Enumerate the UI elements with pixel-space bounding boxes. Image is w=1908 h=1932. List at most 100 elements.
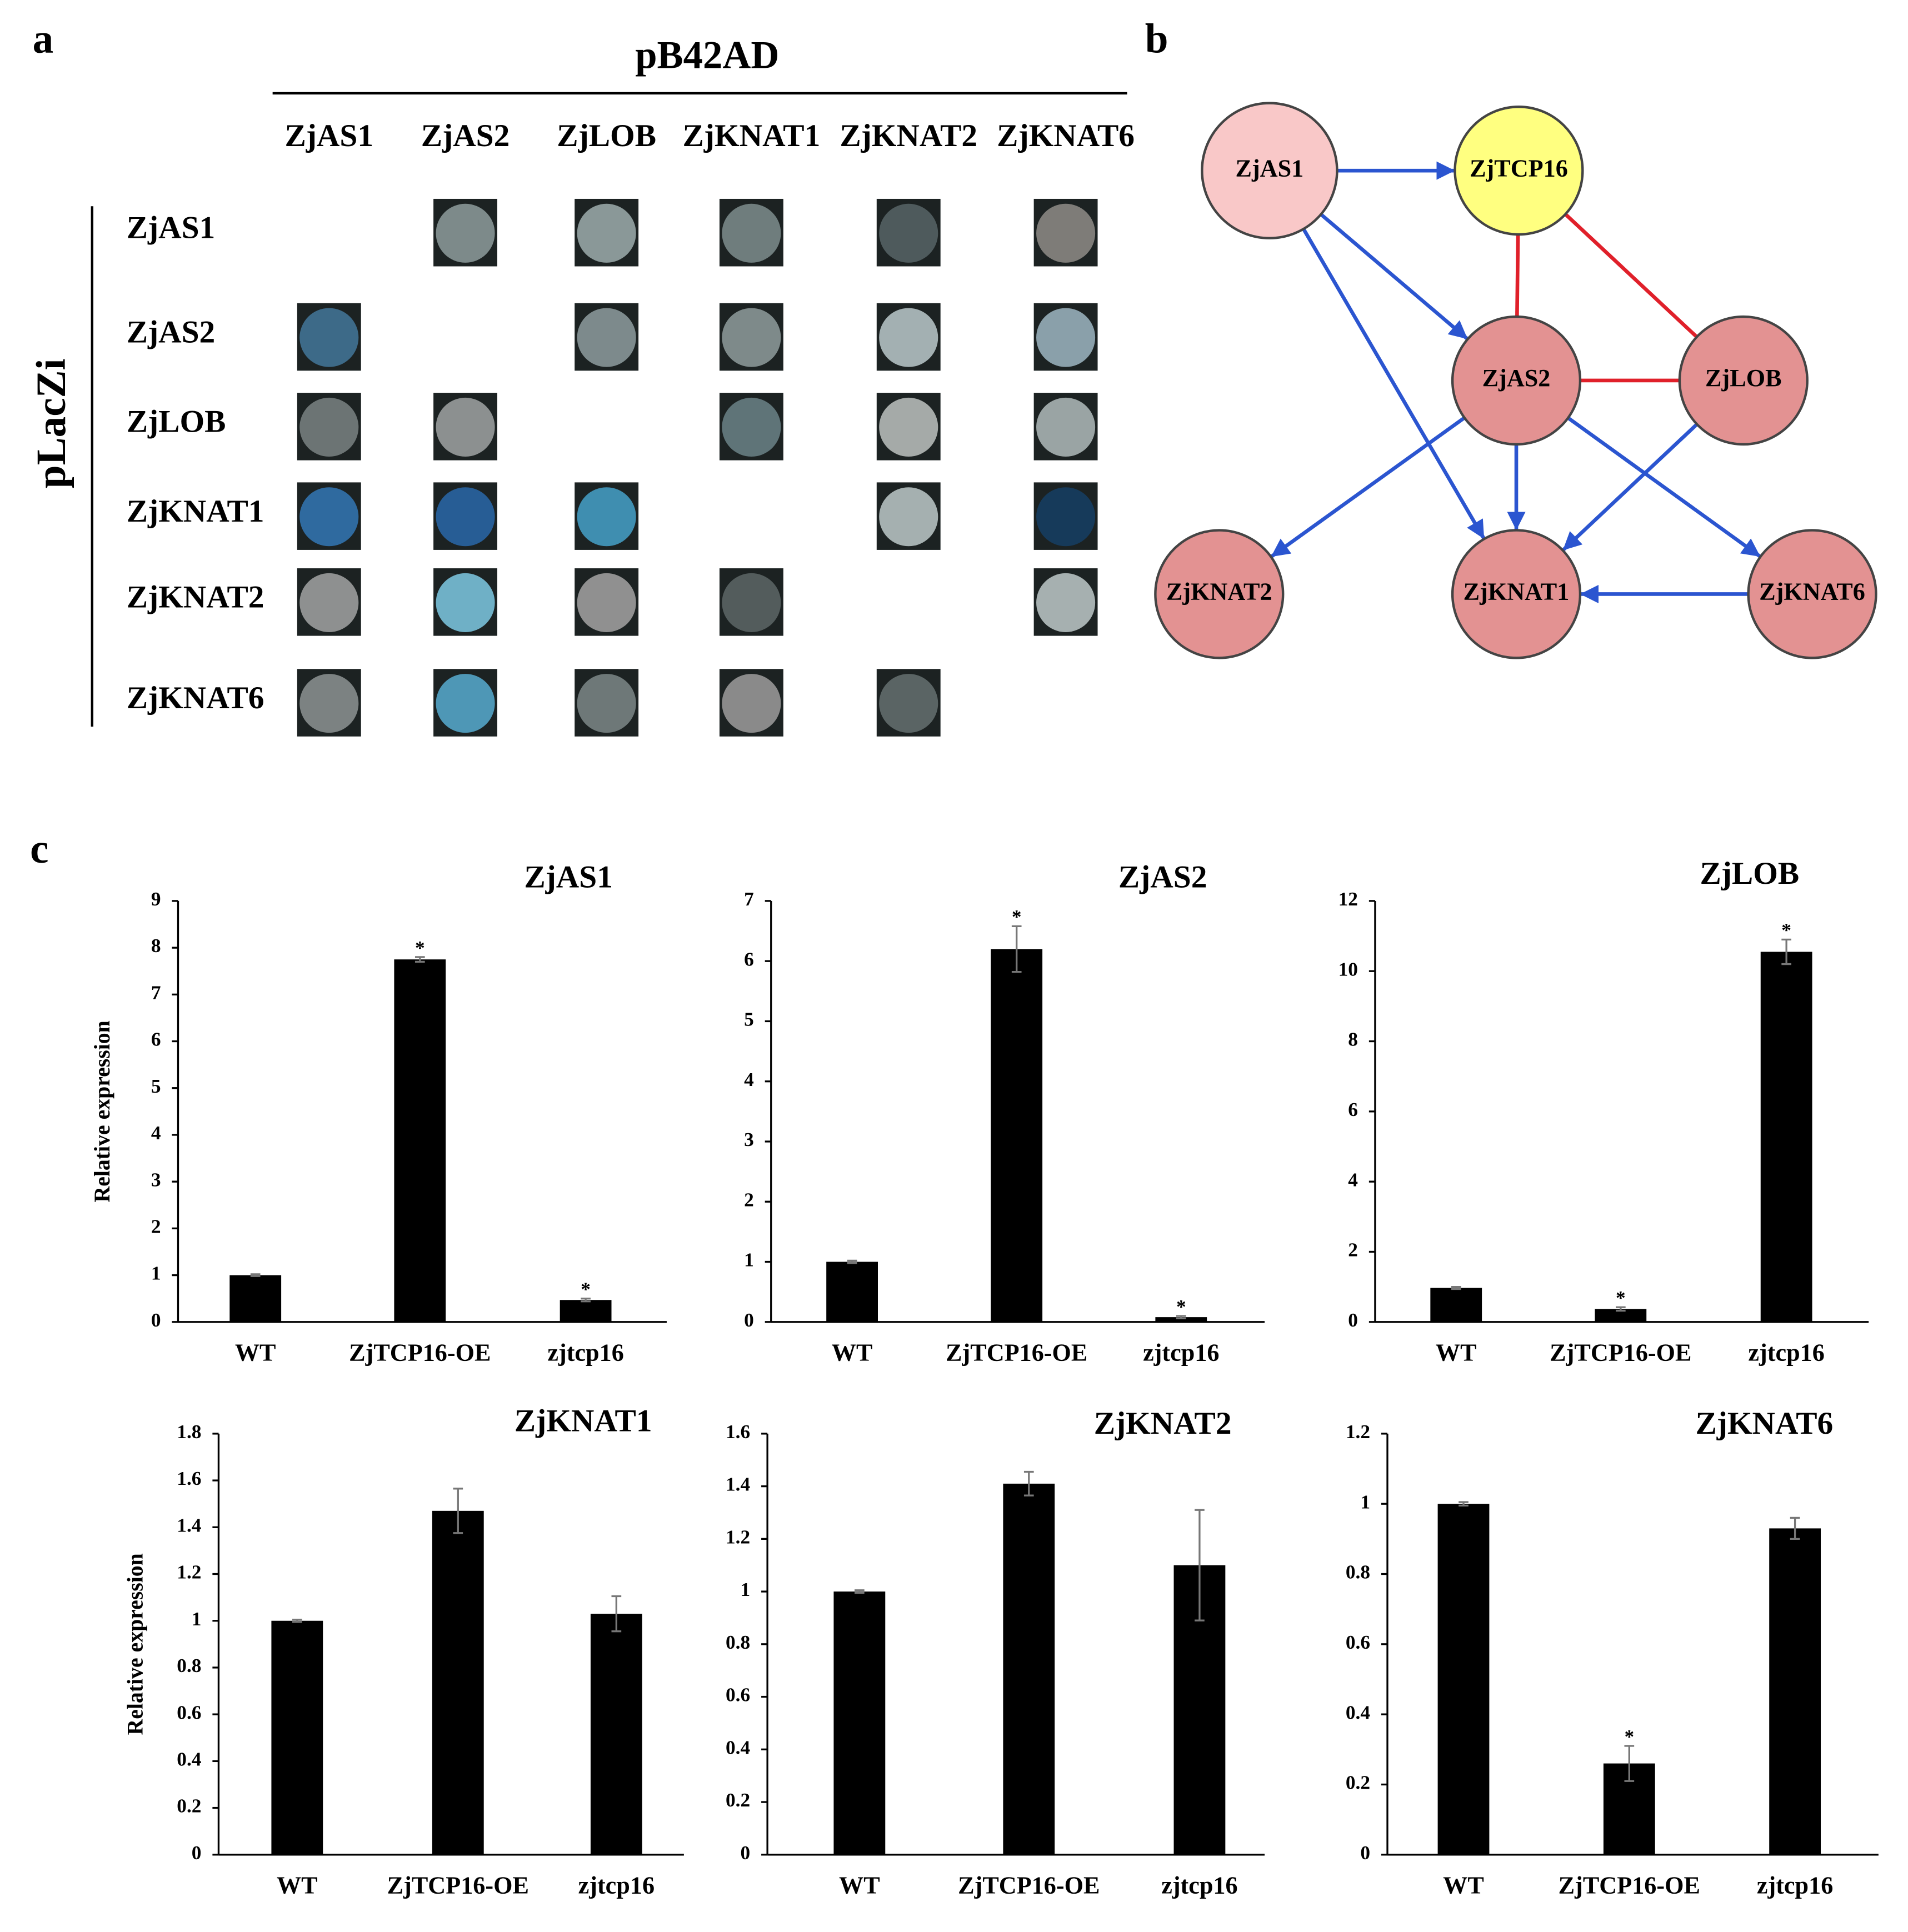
node-label: ZjKNAT6 (1759, 578, 1865, 605)
error-bar (1023, 1470, 1034, 1496)
x-tick-label: zjtcp16 (1143, 1339, 1219, 1367)
error-bar (1459, 1501, 1469, 1507)
y-tick-label: 6 (151, 1028, 161, 1050)
y-tick-label: 4 (744, 1068, 754, 1090)
bar (1760, 952, 1812, 1322)
x-tick-label: zjtcp16 (1161, 1872, 1237, 1899)
y-tick-label: 1 (192, 1608, 202, 1630)
y-tick-label: 12 (1338, 888, 1358, 910)
bar (1155, 1317, 1207, 1322)
y-tick-label: 0.8 (726, 1631, 750, 1653)
y-tick-label: 9 (151, 888, 161, 910)
node-label: ZjAS1 (1235, 154, 1303, 182)
bar (590, 1614, 642, 1855)
y-tick-label: 1.4 (726, 1473, 751, 1495)
y-tick-label: 10 (1338, 958, 1358, 980)
y-axis-label: Relative expression (90, 1020, 114, 1202)
node (1451, 529, 1582, 659)
spot (577, 487, 636, 547)
y-tick-label: 0.2 (1346, 1771, 1370, 1794)
node-label: ZjAS2 (1482, 364, 1551, 392)
spot (436, 573, 495, 632)
spot (1036, 487, 1096, 547)
y-tick-label: 5 (151, 1075, 161, 1097)
y-tick-label: 6 (744, 948, 754, 970)
node (1747, 529, 1877, 659)
node (1154, 529, 1285, 659)
y-tick-label: 0 (192, 1841, 202, 1864)
bar (991, 949, 1043, 1322)
spot (299, 487, 359, 547)
bar (1769, 1528, 1821, 1855)
spot (436, 487, 495, 547)
bar (1430, 1288, 1482, 1322)
chart-title: ZjAS1 (524, 860, 613, 895)
x-tick-label: WT (235, 1339, 276, 1367)
y-tick-label: 0.8 (177, 1654, 201, 1676)
significance-mark: * (415, 937, 425, 959)
y-tick-label: 0.2 (726, 1789, 750, 1811)
node (1454, 106, 1584, 236)
spot (722, 397, 781, 457)
y-tick-label: 0.6 (726, 1684, 750, 1706)
y-tick-label: 1 (741, 1578, 751, 1600)
spot (577, 203, 636, 263)
spot (879, 674, 938, 733)
y-tick-label: 8 (1348, 1028, 1358, 1050)
x-tick-label: WT (1436, 1339, 1477, 1367)
x-tick-label: WT (832, 1339, 873, 1367)
error-bar (611, 1595, 622, 1633)
row-label: ZjAS2 (127, 314, 216, 349)
x-tick-label: WT (1443, 1872, 1484, 1899)
y-tick-label: 2 (744, 1188, 754, 1210)
error-bar (414, 956, 425, 963)
spot (436, 674, 495, 733)
y-tick-label: 0 (151, 1309, 161, 1331)
significance-mark: * (1176, 1295, 1186, 1318)
spot (722, 573, 781, 632)
node-label: ZjKNAT2 (1166, 578, 1272, 605)
node-label: ZjKNAT1 (1464, 578, 1570, 605)
spot (577, 674, 636, 733)
spot (722, 674, 781, 733)
spot (436, 203, 495, 263)
column-label: ZjAS2 (421, 118, 510, 153)
y-tick-label: 0.8 (1346, 1561, 1370, 1583)
y-tick-label: 7 (151, 981, 161, 1003)
y-tick-label: 0.6 (1346, 1631, 1370, 1653)
spot (722, 203, 781, 263)
column-label: ZjKNAT1 (682, 118, 820, 153)
edge (1270, 416, 1466, 559)
spot (879, 487, 938, 547)
spot (577, 308, 636, 367)
y-tick-label: 6 (1348, 1098, 1358, 1120)
bar (229, 1275, 282, 1322)
significance-mark: * (1624, 1725, 1634, 1748)
y-tick-label: 1.2 (1346, 1420, 1370, 1443)
significance-mark: * (1781, 919, 1791, 941)
panel-label: c (30, 826, 48, 872)
y-tick-label: 2 (151, 1215, 161, 1237)
bar (560, 1300, 612, 1322)
x-tick-label: zjtcp16 (1748, 1339, 1824, 1367)
y-tick-label: 0 (1348, 1309, 1358, 1331)
y-tick-label: 1.2 (726, 1525, 750, 1548)
y-tick-label: 3 (151, 1168, 161, 1190)
error-bar (1011, 925, 1022, 973)
spot (722, 308, 781, 367)
node-label: ZjLOB (1705, 364, 1782, 392)
error-bar (453, 1488, 463, 1534)
edge (1567, 416, 1762, 558)
edge (1564, 213, 1699, 338)
y-tick-label: 1.8 (177, 1420, 201, 1443)
spot (1036, 308, 1096, 367)
x-tick-label: WT (839, 1872, 880, 1899)
bar (394, 959, 446, 1322)
x-tick-label: ZjTCP16-OE (946, 1339, 1087, 1367)
chart-title: ZjAS2 (1118, 860, 1207, 895)
error-bar (1195, 1509, 1205, 1621)
column-label: ZjLOB (557, 118, 656, 153)
bar (1595, 1309, 1647, 1322)
error-bar (1781, 938, 1791, 965)
